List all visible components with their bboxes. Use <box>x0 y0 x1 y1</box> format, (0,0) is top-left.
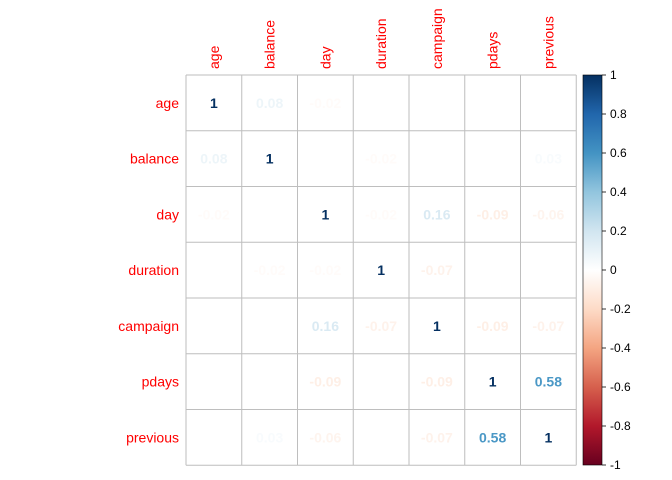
color-bar-tick-label: 0 <box>610 263 617 277</box>
column-label: duration <box>373 18 389 69</box>
color-bar-tick-label: -0.8 <box>610 419 631 433</box>
row-label: age <box>156 95 180 111</box>
correlation-value: 1 <box>433 318 441 334</box>
correlation-value: -0.02 <box>198 206 230 222</box>
correlation-value: -0.02 <box>309 262 341 278</box>
correlation-value: 0.16 <box>312 318 339 334</box>
correlation-value: 0.58 <box>479 429 506 445</box>
correlation-value: -0.02 <box>365 151 397 167</box>
row-label: duration <box>128 262 179 278</box>
color-bar-tick-label: -0.2 <box>610 302 631 316</box>
correlation-value: 0.03 <box>256 429 283 445</box>
correlation-value: 0 <box>377 429 385 445</box>
column-label: day <box>317 46 333 69</box>
color-bar-tick-label: -1 <box>610 458 621 472</box>
correlation-value: 1 <box>321 206 329 222</box>
correlation-value: -0.02 <box>309 95 341 111</box>
correlation-value: -0.09 <box>421 374 453 390</box>
correlation-value: 0.16 <box>423 206 450 222</box>
row-label: pdays <box>142 374 179 390</box>
column-label: age <box>206 45 222 69</box>
correlation-value: 0.58 <box>535 374 562 390</box>
column-labels: age balance day duration campaign pdays previo… <box>206 8 557 69</box>
correlation-value: 1 <box>210 95 218 111</box>
color-bar-tick-label: 0.2 <box>610 224 627 238</box>
correlation-cells: 1 0.08 -0.02 0.08 1 -0.02 0.03 -0.02 1 -0.02 0.16 -… <box>198 95 565 446</box>
correlation-value: -0.09 <box>309 374 341 390</box>
correlation-value: 0.08 <box>256 95 283 111</box>
color-bar-tick-label: 0.6 <box>610 146 627 160</box>
correlation-value: -0.07 <box>421 429 453 445</box>
correlation-value: 1 <box>266 151 274 167</box>
correlation-value: -0.07 <box>365 318 397 334</box>
color-bar-tick-label: 1 <box>610 68 617 82</box>
color-bar-tick-label: 0.4 <box>610 185 627 199</box>
correlation-value: -0.06 <box>309 429 341 445</box>
correlation-value: -0.09 <box>477 206 509 222</box>
correlation-value: -0.07 <box>532 318 564 334</box>
color-bar <box>582 74 603 466</box>
correlation-value: 0 <box>489 262 497 278</box>
color-legend: 1 0.8 0.6 0.4 0.2 0 -0.2 -0.4 -0.6 -0.8 -1 <box>582 68 631 472</box>
column-label: campaign <box>429 8 445 69</box>
row-label: day <box>156 206 179 222</box>
row-label: campaign <box>118 318 179 334</box>
correlation-value: -0.07 <box>421 262 453 278</box>
column-label: pdays <box>485 32 501 69</box>
correlation-value: -0.06 <box>532 206 564 222</box>
correlation-value: 0 <box>544 262 552 278</box>
row-label: balance <box>130 151 179 167</box>
correlation-value: 1 <box>544 429 552 445</box>
column-label: balance <box>262 20 278 69</box>
color-bar-tick-label: -0.6 <box>610 380 631 394</box>
column-label: previous <box>540 16 556 69</box>
row-labels: age balance day duration campaign pdays previo… <box>118 95 179 446</box>
color-bar-tick-label: 0.8 <box>610 107 627 121</box>
correlation-value: -0.02 <box>254 262 286 278</box>
correlation-value: 1 <box>377 262 385 278</box>
correlation-value: 0 <box>377 374 385 390</box>
correlation-value: -0.09 <box>477 318 509 334</box>
color-bar-tick-label: -0.4 <box>610 341 631 355</box>
correlation-value: 0.03 <box>535 151 562 167</box>
row-label: previous <box>126 429 179 445</box>
grid <box>185 74 577 466</box>
correlation-value: 0.08 <box>200 151 227 167</box>
correlation-value: -0.02 <box>365 206 397 222</box>
correlation-value: 1 <box>489 374 497 390</box>
